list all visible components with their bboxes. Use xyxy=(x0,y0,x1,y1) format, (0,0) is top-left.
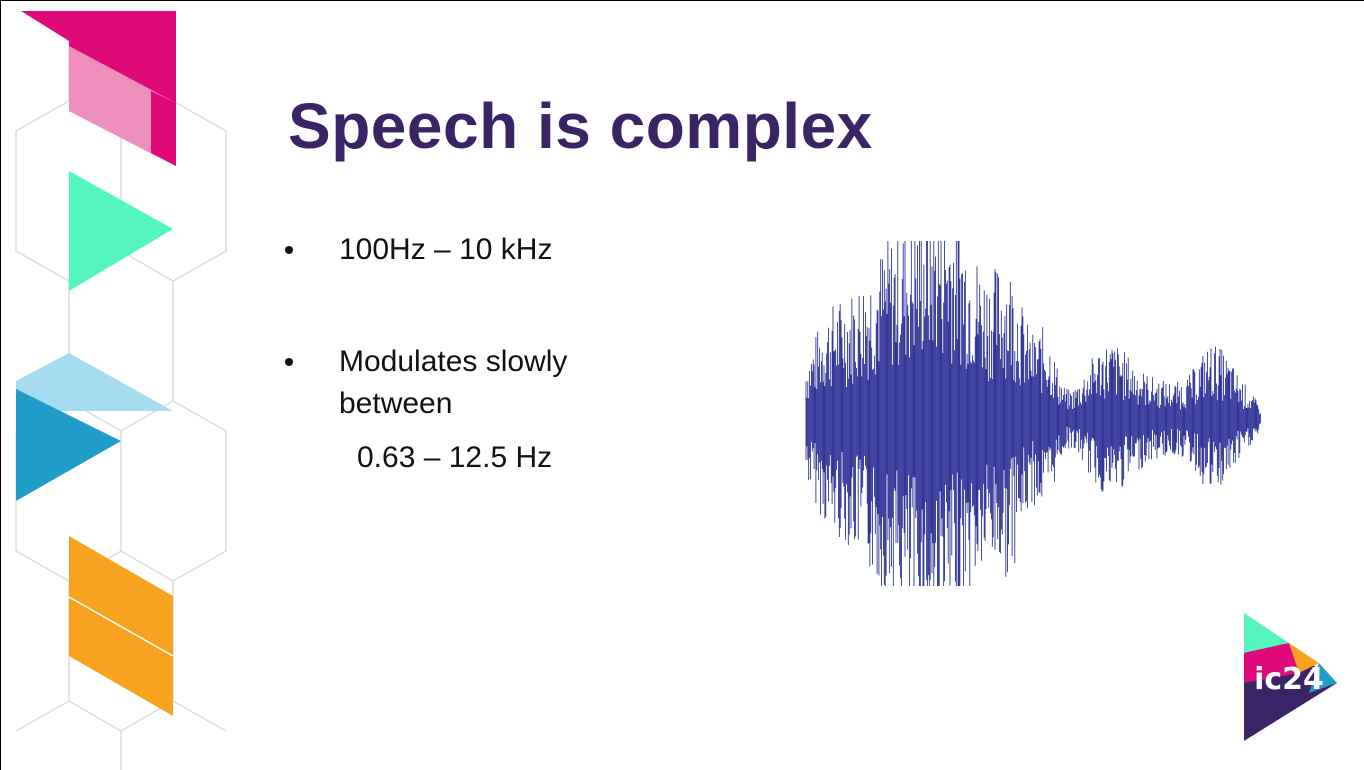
bullet: Modulates slowly between xyxy=(339,341,659,425)
logo-text: ic24 xyxy=(1254,662,1324,697)
bullet-dot xyxy=(285,246,293,254)
bullet-text: Modulates slowly between xyxy=(339,345,567,420)
bullet-dot xyxy=(285,358,293,366)
waveform-image xyxy=(796,241,1266,586)
slide-title: Speech is complex xyxy=(288,89,873,163)
slide: Speech is complex 100Hz – 10 kHz Modulat… xyxy=(0,0,1364,770)
bullet: 100Hz – 10 kHz xyxy=(339,229,659,271)
bullet-text: 100Hz – 10 kHz xyxy=(339,233,552,266)
waveform xyxy=(806,241,1261,586)
bullet-continuation: 0.63 – 12.5 Hz xyxy=(357,441,552,475)
decoration xyxy=(1,1,241,770)
logo: ic24 xyxy=(1239,613,1339,743)
